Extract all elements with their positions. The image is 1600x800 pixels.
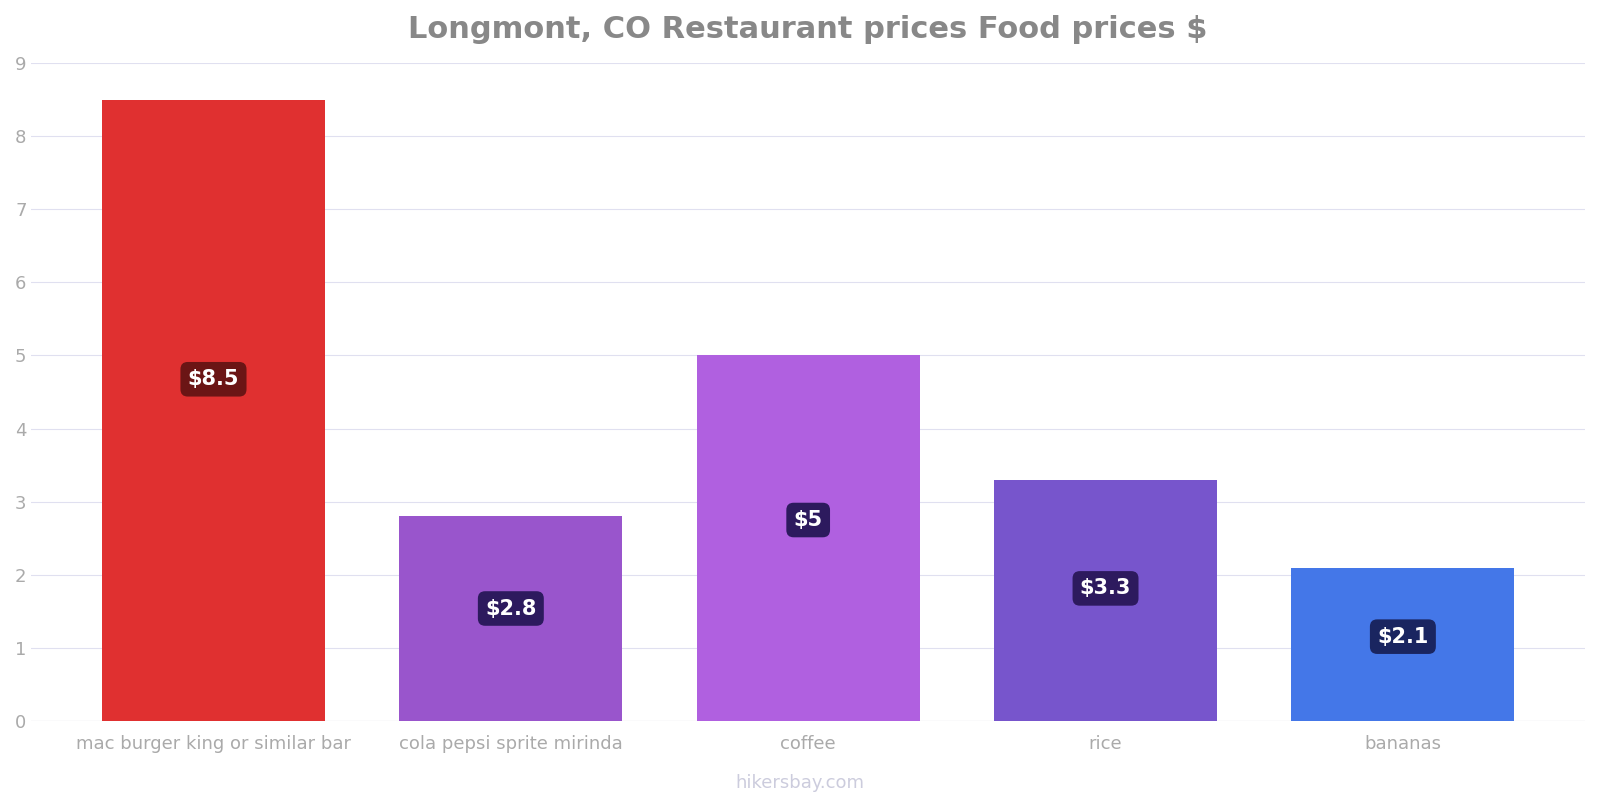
Text: $5: $5 [794,510,822,530]
Text: hikersbay.com: hikersbay.com [736,774,864,792]
Text: $8.5: $8.5 [187,370,240,390]
Title: Longmont, CO Restaurant prices Food prices $: Longmont, CO Restaurant prices Food pric… [408,15,1208,44]
Text: $2.1: $2.1 [1378,626,1429,646]
Bar [102,99,325,721]
Bar [696,355,920,721]
Text: $3.3: $3.3 [1080,578,1131,598]
Text: $2.8: $2.8 [485,598,536,618]
Bar [994,480,1218,721]
Bar [1291,567,1514,721]
Bar [400,516,622,721]
